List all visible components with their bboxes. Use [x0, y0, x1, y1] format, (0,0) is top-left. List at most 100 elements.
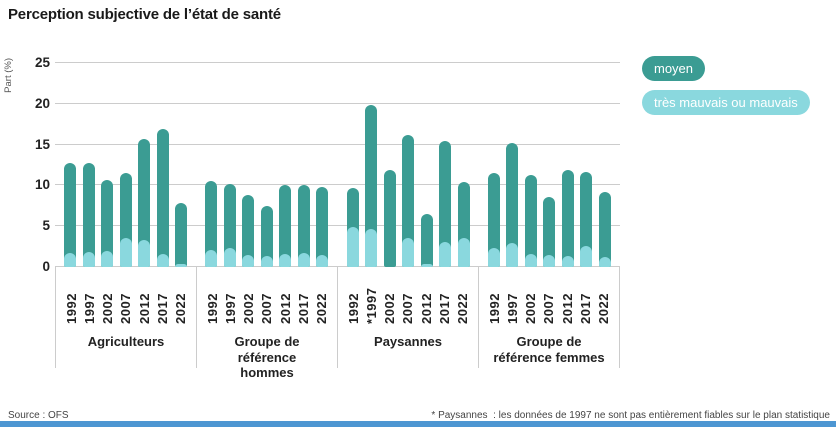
bar-segment-tres-mauvais-ou-mauvais[interactable]	[119, 237, 132, 267]
bar-segment-tres-mauvais-ou-mauvais[interactable]	[524, 253, 537, 267]
x-tick-year: 2017	[437, 293, 453, 324]
stacked-bar-2017[interactable]	[297, 185, 310, 267]
stacked-bar-2012[interactable]	[279, 184, 292, 267]
bar-segment-tres-mauvais-ou-mauvais[interactable]	[365, 228, 378, 267]
x-tick-year: 1992	[345, 293, 361, 324]
y-tick-label: 5	[42, 218, 50, 234]
bar-slot	[119, 173, 132, 267]
bar-segment-tres-mauvais-ou-mauvais[interactable]	[346, 227, 359, 267]
stacked-bar-2007[interactable]	[119, 173, 132, 267]
bar-segment-tres-mauvais-ou-mauvais[interactable]	[223, 248, 236, 267]
stacked-bar-2012[interactable]	[138, 138, 151, 267]
group-label: Agriculteurs	[87, 334, 165, 349]
bar-segment-tres-mauvais-ou-mauvais[interactable]	[260, 255, 273, 267]
stacked-bar-1992[interactable]	[205, 181, 218, 267]
y-tick-label: 15	[34, 136, 50, 152]
y-axis-label: Part (%)	[3, 58, 14, 93]
bar-segment-tres-mauvais-ou-mauvais[interactable]	[297, 253, 310, 267]
gridline	[55, 62, 620, 63]
legend-pill-moyen[interactable]: moyen	[642, 56, 706, 81]
bar-segment-tres-mauvais-ou-mauvais[interactable]	[439, 241, 452, 267]
bar-segment-tres-mauvais-ou-mauvais[interactable]	[156, 253, 169, 267]
bar-slot	[580, 171, 593, 267]
bar-slot	[365, 104, 378, 267]
bar-segment-tres-mauvais-ou-mauvais[interactable]	[580, 245, 593, 267]
stacked-bar-1997[interactable]	[506, 142, 519, 267]
bar-slot	[316, 187, 329, 267]
stacked-bar-1992[interactable]	[346, 187, 359, 267]
source-text: Source : OFS	[8, 410, 69, 421]
bar-slot	[506, 142, 519, 267]
stacked-bar-2022[interactable]	[316, 187, 329, 267]
x-tick-year: 2007	[259, 293, 275, 324]
bar-segment-tres-mauvais-ou-mauvais[interactable]	[64, 253, 76, 267]
bar-segment-tres-mauvais-ou-mauvais[interactable]	[242, 254, 255, 267]
bar-slot	[420, 213, 433, 267]
bar-slot	[242, 195, 255, 267]
x-group-cell: 1992 1997 2002 2007 2012 2017 2022 Agriculteurs	[55, 267, 196, 368]
stacked-bar-2012[interactable]	[561, 169, 574, 267]
bar-group-1	[55, 63, 196, 267]
x-tick-year: 2002	[100, 293, 116, 324]
bar-slot	[524, 174, 537, 267]
stacked-bar-1992[interactable]	[487, 173, 500, 267]
bar-slot	[205, 181, 218, 267]
y-tick-label: 0	[42, 259, 50, 274]
bar-slot	[279, 184, 292, 267]
stacked-bar-1997[interactable]	[223, 183, 236, 267]
bar-segment-tres-mauvais-ou-mauvais[interactable]	[82, 252, 95, 267]
stacked-bar-2002[interactable]	[383, 169, 396, 267]
bar-segment-tres-mauvais-ou-mauvais[interactable]	[457, 238, 470, 267]
x-tick-year: 2012	[418, 293, 434, 324]
x-tick-year: 1992	[204, 293, 220, 324]
gridline	[55, 184, 620, 186]
bar-segment-tres-mauvais-ou-mauvais[interactable]	[138, 240, 151, 267]
stacked-bar-2022[interactable]	[598, 191, 611, 267]
stacked-bar-1997[interactable]	[365, 104, 378, 267]
legend-pill-tres-mauvais-ou-mauvais[interactable]: très mauvais ou mauvais	[642, 90, 810, 115]
x-tick-year: 2002	[382, 293, 398, 324]
stacked-bar-2002[interactable]	[101, 179, 114, 267]
bar-group-4	[479, 63, 620, 267]
bar-segment-tres-mauvais-ou-mauvais[interactable]	[402, 238, 415, 267]
x-tick-year: 2022	[314, 293, 330, 324]
x-tick-year: 2017	[296, 293, 312, 324]
stacked-bar-2022[interactable]	[457, 182, 470, 267]
bar-segment-tres-mauvais-ou-mauvais[interactable]	[316, 254, 329, 267]
bar-segment-tres-mauvais-ou-mauvais[interactable]	[487, 248, 500, 267]
x-tick-year: 2007	[118, 293, 134, 324]
gridline	[55, 225, 620, 227]
stacked-bar-2002[interactable]	[242, 195, 255, 267]
stacked-bar-2007[interactable]	[402, 134, 415, 267]
bar-segment-tres-mauvais-ou-mauvais[interactable]	[506, 243, 519, 267]
bar-group-3	[338, 63, 479, 267]
stacked-bar-2007[interactable]	[543, 196, 556, 267]
bar-segment-tres-mauvais-ou-mauvais[interactable]	[561, 256, 574, 267]
x-tick-year: 2002	[523, 293, 539, 324]
bar-slot	[383, 169, 396, 267]
stacked-bar-2017[interactable]	[580, 171, 593, 267]
x-tick-year: 2007	[541, 293, 557, 324]
chart-legend: moyen très mauvais ou mauvais	[642, 56, 810, 124]
stacked-bar-2017[interactable]	[156, 129, 169, 267]
bar-slot	[260, 205, 273, 267]
stacked-bar-2012[interactable]	[420, 213, 433, 267]
bar-segment-tres-mauvais-ou-mauvais[interactable]	[543, 254, 556, 267]
bar-slot	[457, 182, 470, 267]
stacked-bar-1997[interactable]	[82, 162, 95, 267]
bar-segment-tres-mauvais-ou-mauvais[interactable]	[420, 263, 433, 267]
x-tick-year: 2022	[173, 293, 189, 324]
stacked-bar-2002[interactable]	[524, 174, 537, 267]
stacked-bar-1992[interactable]	[64, 163, 76, 267]
stacked-bar-2007[interactable]	[260, 205, 273, 267]
bar-slot	[487, 173, 500, 267]
bar-segment-tres-mauvais-ou-mauvais[interactable]	[279, 253, 292, 267]
bar-segment-tres-mauvais-ou-mauvais[interactable]	[101, 250, 114, 267]
bar-segment-tres-mauvais-ou-mauvais[interactable]	[175, 263, 188, 267]
bar-segment-tres-mauvais-ou-mauvais[interactable]	[205, 249, 218, 267]
stacked-bar-2022[interactable]	[175, 203, 188, 267]
x-tick-year: 2022	[455, 293, 471, 324]
bar-segment-tres-mauvais-ou-mauvais[interactable]	[598, 257, 611, 267]
bar-slot	[439, 141, 452, 267]
stacked-bar-2017[interactable]	[439, 141, 452, 267]
